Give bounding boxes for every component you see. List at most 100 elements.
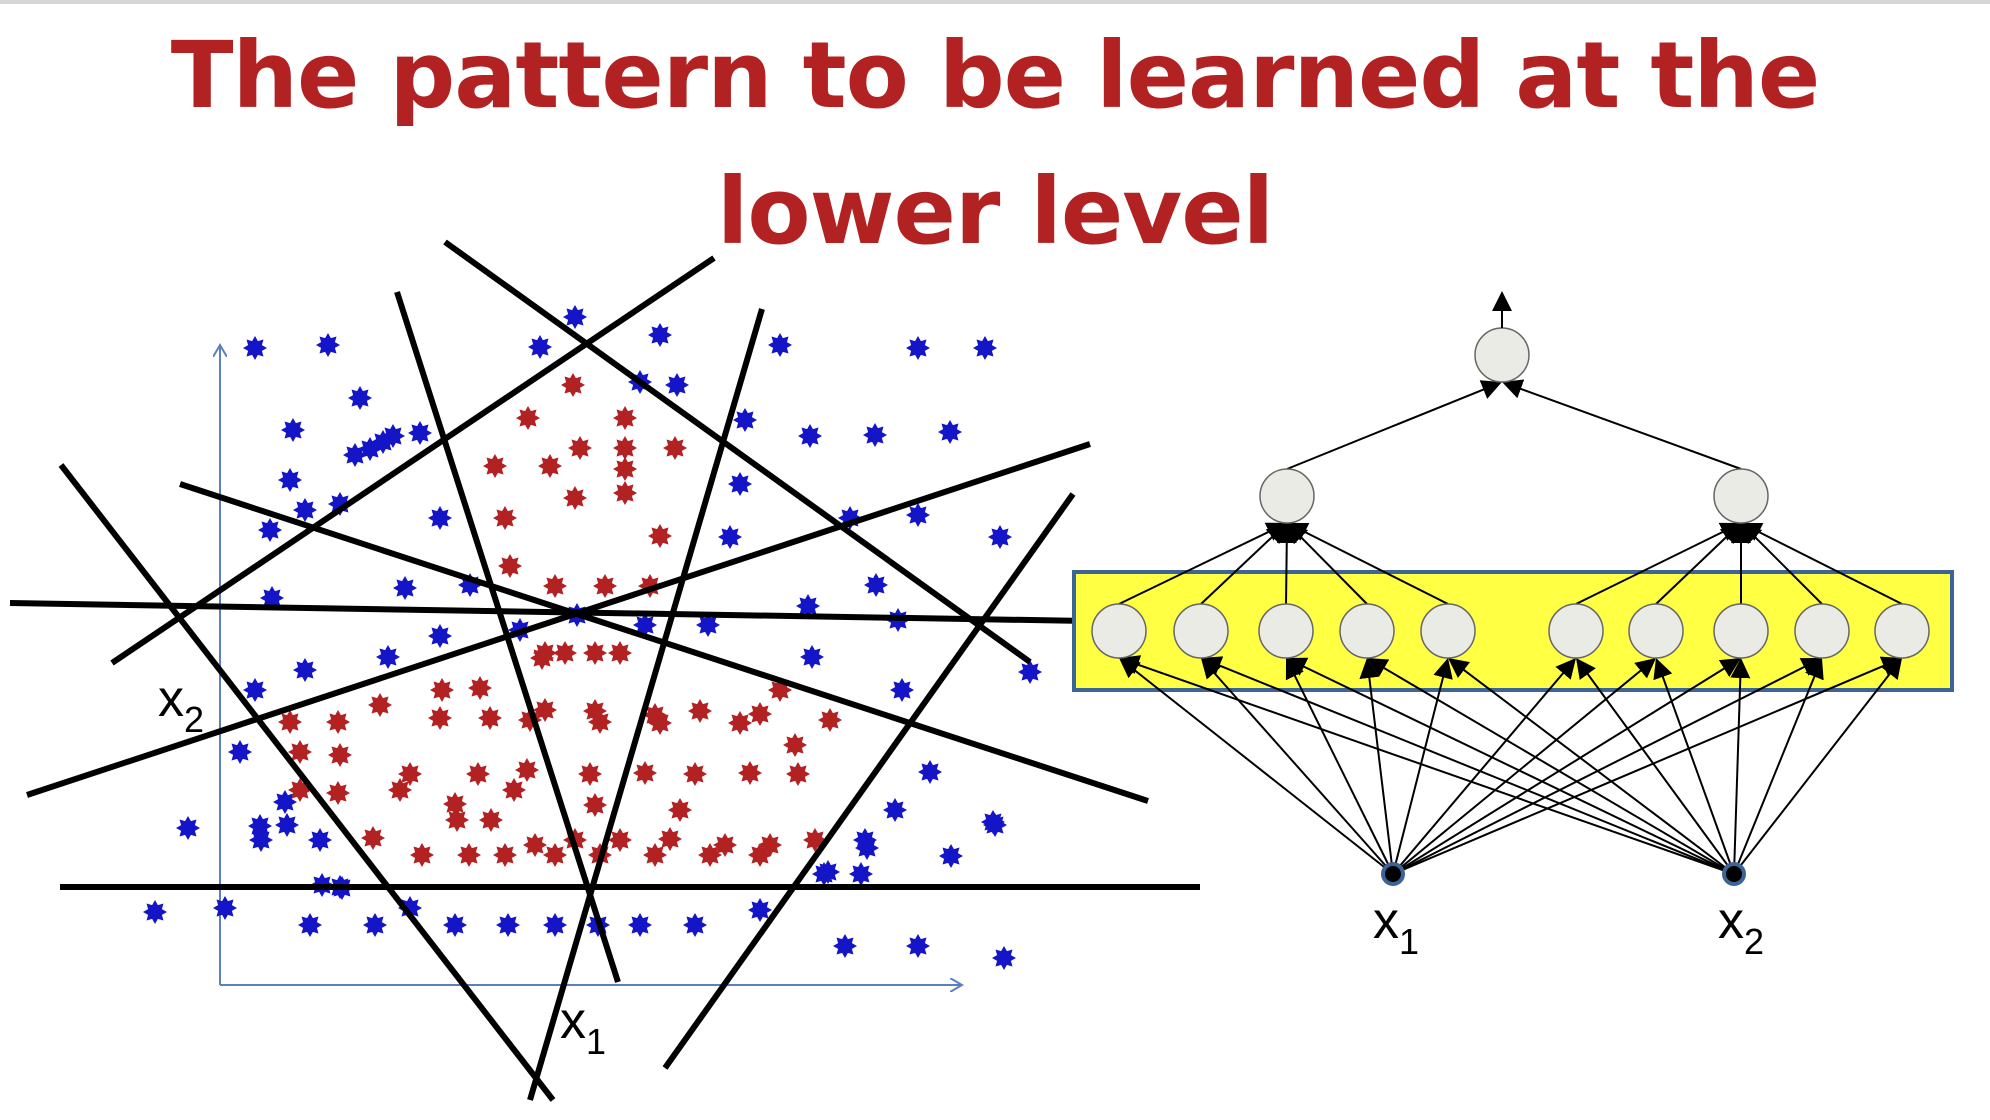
outer-class-point bbox=[563, 305, 587, 329]
outer-class-point bbox=[293, 658, 317, 682]
outer-class-point bbox=[665, 373, 689, 397]
inner-class-point bbox=[563, 486, 587, 510]
inner-class-point bbox=[648, 524, 672, 548]
outer-class-point bbox=[728, 472, 752, 496]
inner-class-point bbox=[478, 706, 502, 730]
outer-class-point bbox=[496, 913, 520, 937]
inner-class-point bbox=[410, 843, 434, 867]
first-hidden-node bbox=[1420, 603, 1476, 659]
inner-class-point bbox=[688, 699, 712, 723]
boundary-line-9 bbox=[527, 308, 765, 1101]
outer-class-point bbox=[992, 946, 1016, 970]
inner-class-point bbox=[786, 762, 810, 786]
inner-class-point bbox=[613, 406, 637, 430]
inner-class-point bbox=[663, 436, 687, 460]
x-axis-label: x1 bbox=[560, 992, 606, 1062]
inner-class-points bbox=[278, 373, 842, 867]
inner-class-point bbox=[457, 843, 481, 867]
outer-class-point bbox=[833, 934, 857, 958]
outer-class-point bbox=[648, 323, 672, 347]
inner-class-point bbox=[278, 710, 302, 734]
outer-class-point bbox=[176, 816, 200, 840]
outer-class-point bbox=[228, 740, 252, 764]
slide-title-line-2: lower level bbox=[716, 158, 1274, 265]
inner-class-point bbox=[578, 762, 602, 786]
network-connections bbox=[1118, 379, 1903, 875]
inner-class-point bbox=[608, 641, 632, 665]
outer-class-point bbox=[443, 913, 467, 937]
inner-class-point bbox=[613, 481, 637, 505]
outer-class-point bbox=[393, 576, 417, 600]
inner-class-point bbox=[748, 843, 772, 867]
outer-class-point bbox=[258, 518, 282, 542]
inner-class-point bbox=[530, 646, 554, 670]
outer-class-point bbox=[938, 420, 962, 444]
inner-class-point bbox=[613, 457, 637, 481]
inner-class-point bbox=[466, 762, 490, 786]
outer-class-point bbox=[308, 828, 332, 852]
input-to-hidden-edge bbox=[1392, 656, 1903, 875]
second-hidden-to-output-edge bbox=[1502, 379, 1742, 470]
hidden-to-second-hidden-edge bbox=[1287, 523, 1449, 605]
outer-class-point bbox=[1018, 660, 1042, 684]
inner-class-point bbox=[398, 762, 422, 786]
input-to-hidden-edge bbox=[1285, 658, 1394, 875]
first-hidden-node bbox=[1173, 603, 1229, 659]
outer-class-point bbox=[293, 498, 317, 522]
boundary-line-4 bbox=[110, 255, 716, 666]
input-node bbox=[1722, 862, 1746, 886]
outer-class-point bbox=[748, 898, 772, 922]
second-hidden-node bbox=[1713, 468, 1769, 524]
outer-class-point bbox=[983, 813, 1007, 837]
outer-class-point bbox=[918, 760, 942, 784]
outer-class-point bbox=[316, 333, 340, 357]
outer-class-point bbox=[906, 336, 930, 360]
outer-class-point bbox=[143, 900, 167, 924]
inner-class-point bbox=[608, 828, 632, 852]
outer-class-point bbox=[213, 896, 237, 920]
input-to-hidden-edge bbox=[1653, 658, 1735, 875]
hidden-to-second-hidden-edge bbox=[1741, 523, 1903, 605]
inner-class-point bbox=[443, 792, 467, 816]
decision-boundaries bbox=[9, 239, 1200, 1102]
inner-class-point bbox=[468, 676, 492, 700]
outer-class-points bbox=[143, 305, 1042, 970]
inner-class-point bbox=[483, 454, 507, 478]
inner-class-point bbox=[643, 843, 667, 867]
outer-class-point bbox=[408, 421, 432, 445]
outer-class-point bbox=[428, 506, 452, 530]
input-label-x2: x2 bbox=[1718, 892, 1764, 962]
outer-class-point bbox=[278, 468, 302, 492]
inner-class-point bbox=[368, 693, 392, 717]
inner-class-point bbox=[583, 641, 607, 665]
input-to-hidden-edge bbox=[1392, 658, 1822, 875]
hidden-to-second-hidden-edge bbox=[1118, 522, 1288, 605]
input-label-x1: x1 bbox=[1373, 892, 1419, 962]
inner-class-point bbox=[553, 641, 577, 665]
inner-class-point bbox=[493, 843, 517, 867]
first-hidden-node bbox=[1794, 603, 1850, 659]
inner-class-point bbox=[543, 843, 567, 867]
outer-class-point bbox=[243, 678, 267, 702]
outer-class-point bbox=[273, 790, 297, 814]
scatter-plot: x2 x1 bbox=[9, 239, 1200, 1102]
outer-class-point bbox=[883, 798, 907, 822]
outer-class-point bbox=[243, 336, 267, 360]
input-to-hidden-edge bbox=[1733, 658, 1824, 875]
outer-class-point bbox=[363, 913, 387, 937]
outer-class-point bbox=[328, 492, 352, 516]
network-nodes bbox=[1091, 327, 1930, 886]
input-to-hidden-edge bbox=[1448, 657, 1735, 875]
outer-class-point bbox=[768, 333, 792, 357]
inner-class-point bbox=[583, 793, 607, 817]
input-to-hidden-edge bbox=[1730, 658, 1751, 875]
inner-class-point bbox=[515, 758, 539, 782]
neural-network: x1 x2 bbox=[1072, 291, 1954, 962]
inner-class-point bbox=[428, 706, 452, 730]
inner-class-point bbox=[361, 826, 385, 850]
input-to-hidden-edge bbox=[1392, 657, 1576, 875]
outer-class-point bbox=[718, 525, 742, 549]
inner-class-point bbox=[479, 808, 503, 832]
inner-class-point bbox=[288, 740, 312, 764]
